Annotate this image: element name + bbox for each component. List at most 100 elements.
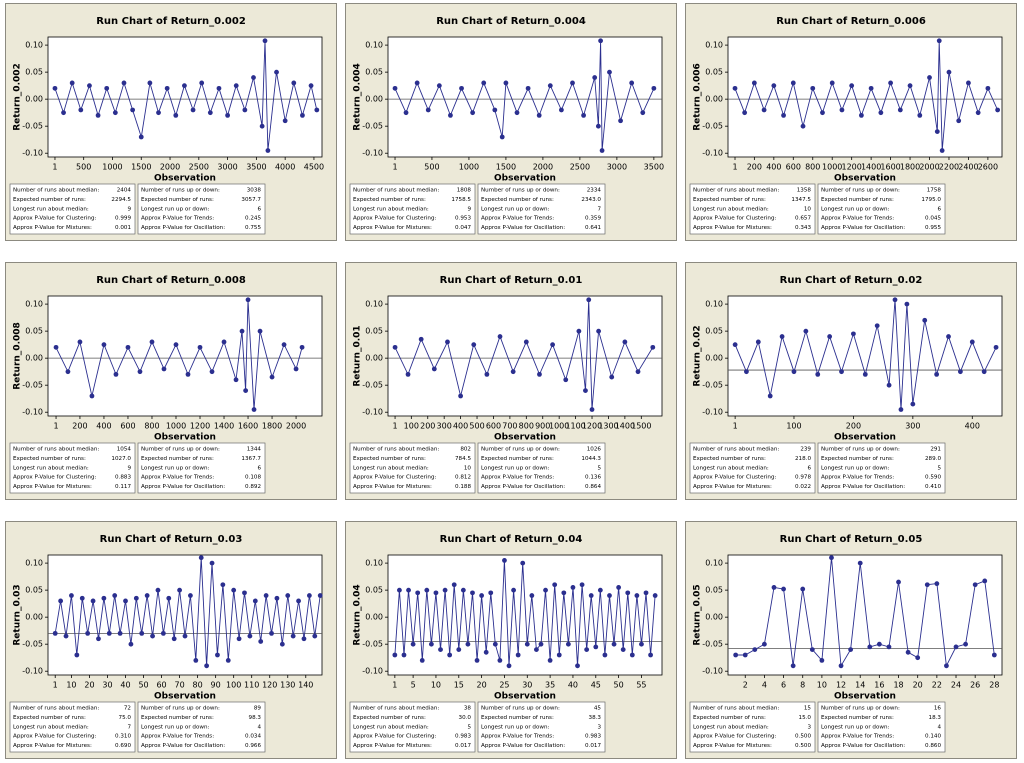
stat-value: 3038 (247, 188, 262, 194)
x-axis-label: Observation (154, 692, 216, 702)
data-point (392, 652, 398, 658)
x-tick-label: 20 (477, 681, 487, 690)
stat-value: 289.0 (925, 456, 941, 462)
stat-value: 291 (930, 447, 941, 453)
y-tick-label: 0.10 (365, 41, 383, 50)
stat-label: Longest run up or down: (481, 465, 549, 471)
series-line (54, 557, 321, 666)
x-tick-label: 1200 (841, 163, 861, 172)
plot-area (727, 295, 1003, 417)
y-tick-label: 0.05 (365, 68, 383, 77)
data-point (904, 301, 910, 307)
data-point (245, 297, 251, 303)
data-point (61, 110, 66, 116)
data-point (742, 652, 748, 658)
data-point (620, 647, 626, 652)
stat-value: 0.657 (795, 216, 811, 222)
x-tick-label: 1500 (496, 163, 516, 172)
data-point (767, 393, 773, 399)
stat-label: Longest run up or down: (141, 206, 209, 212)
data-point (269, 630, 274, 636)
data-point (123, 598, 128, 604)
stat-value: 2334 (587, 188, 602, 194)
data-point (561, 590, 567, 596)
data-point (306, 593, 312, 598)
stat-label: Approx P-Value for Oscillation: (821, 484, 905, 490)
data-point (52, 85, 58, 91)
x-tick-label: 2200 (939, 163, 959, 172)
data-point (907, 83, 913, 89)
stat-label: Approx P-Value for Clustering: (693, 475, 776, 481)
stat-value: 802 (460, 447, 471, 453)
data-point (622, 339, 628, 345)
x-tick-label: 2400 (958, 163, 978, 172)
x-tick-label: 2600 (978, 163, 998, 172)
x-tick-label: 2000 (919, 163, 939, 172)
data-point (492, 641, 498, 647)
data-point (534, 647, 539, 652)
data-point (576, 328, 582, 334)
data-point (536, 112, 542, 118)
x-tick-label: 4 (762, 681, 767, 690)
y-tick-label: -0.10 (22, 667, 43, 676)
stat-label: Longest run up or down: (481, 724, 549, 730)
x-tick-label: 45 (591, 681, 601, 690)
data-point (259, 123, 265, 129)
x-tick-label: 1 (392, 681, 397, 690)
data-point (857, 560, 863, 566)
chart-title: Run Chart of Return_0.04 (440, 534, 583, 545)
data-point (497, 658, 503, 663)
data-point (616, 585, 622, 590)
data-point (982, 578, 988, 584)
data-point (827, 334, 833, 339)
data-point (878, 110, 884, 116)
stat-label: Approx P-Value for Oscillation: (141, 484, 225, 490)
y-tick-label: 0.05 (25, 327, 43, 336)
data-point (936, 38, 942, 44)
x-tick-label: 1100 (565, 422, 585, 431)
data-point (593, 644, 599, 650)
data-point (589, 407, 595, 412)
stat-value: 1758.5 (451, 197, 471, 203)
y-tick-label: 0.05 (25, 586, 43, 595)
chart-title: Run Chart of Return_0.01 (440, 275, 583, 286)
stat-label: Approx P-Value for Clustering: (13, 475, 96, 481)
data-point (190, 107, 196, 113)
data-point (433, 590, 439, 596)
stat-label: Number of runs about median: (353, 706, 439, 712)
data-point (139, 630, 145, 636)
y-tick-label: -0.10 (702, 149, 723, 158)
x-tick-label: 140 (298, 681, 313, 690)
data-point (815, 371, 821, 377)
x-tick-label: 400 (965, 422, 980, 431)
x-tick-label: 1800 (262, 422, 282, 431)
stat-label: Expected number of runs: (693, 197, 766, 203)
data-point (483, 649, 489, 655)
stat-value: 6 (937, 206, 941, 212)
x-tick-label: 600 (120, 422, 135, 431)
data-point (575, 663, 580, 669)
x-tick-label: 300 (437, 422, 452, 431)
stat-label: Expected number of runs: (353, 715, 426, 721)
x-tick-label: 3000 (607, 163, 627, 172)
data-point (607, 593, 612, 598)
data-point (274, 69, 279, 75)
data-point (314, 107, 320, 113)
chart-title: Run Chart of Return_0.03 (100, 534, 243, 545)
x-tick-label: 25 (499, 681, 509, 690)
stat-value: 239 (800, 447, 811, 453)
x-tick-label: 2 (743, 681, 748, 690)
data-point (523, 339, 529, 345)
y-tick-label: 0.10 (25, 300, 43, 309)
stat-value: 1795.0 (921, 197, 941, 203)
data-point (239, 328, 245, 334)
stat-value: 0.983 (585, 734, 601, 740)
data-point (236, 636, 242, 642)
data-point (547, 83, 553, 89)
data-point (502, 558, 507, 563)
data-point (112, 593, 118, 598)
data-point (897, 107, 903, 113)
stat-value: 5 (467, 724, 471, 730)
data-point (405, 371, 411, 377)
